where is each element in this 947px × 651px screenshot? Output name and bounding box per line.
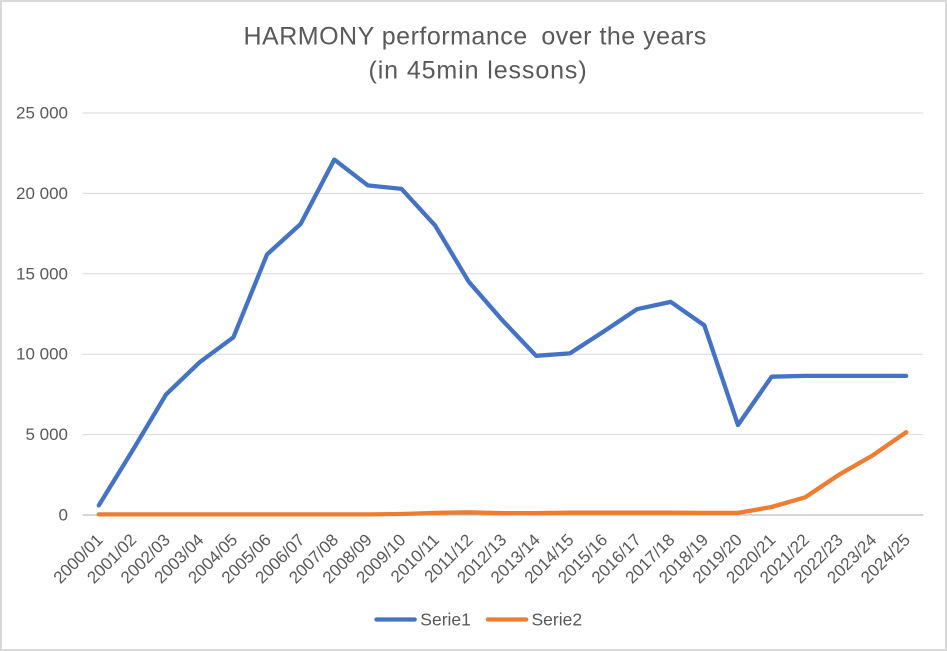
svg-text:Serie1: Serie1 xyxy=(420,610,471,630)
svg-text:15 000: 15 000 xyxy=(16,264,68,283)
svg-text:10 000: 10 000 xyxy=(16,345,68,364)
svg-text:25 000: 25 000 xyxy=(16,104,68,123)
svg-text:HARMONY performance over the y: HARMONY performance over the years xyxy=(244,22,707,50)
svg-text:20 000: 20 000 xyxy=(16,184,68,203)
svg-text:5 000: 5 000 xyxy=(25,425,68,444)
svg-text:0: 0 xyxy=(59,506,68,525)
svg-text:Serie2: Serie2 xyxy=(532,610,583,630)
svg-text:(in 45min lessons): (in 45min lessons) xyxy=(369,56,588,84)
